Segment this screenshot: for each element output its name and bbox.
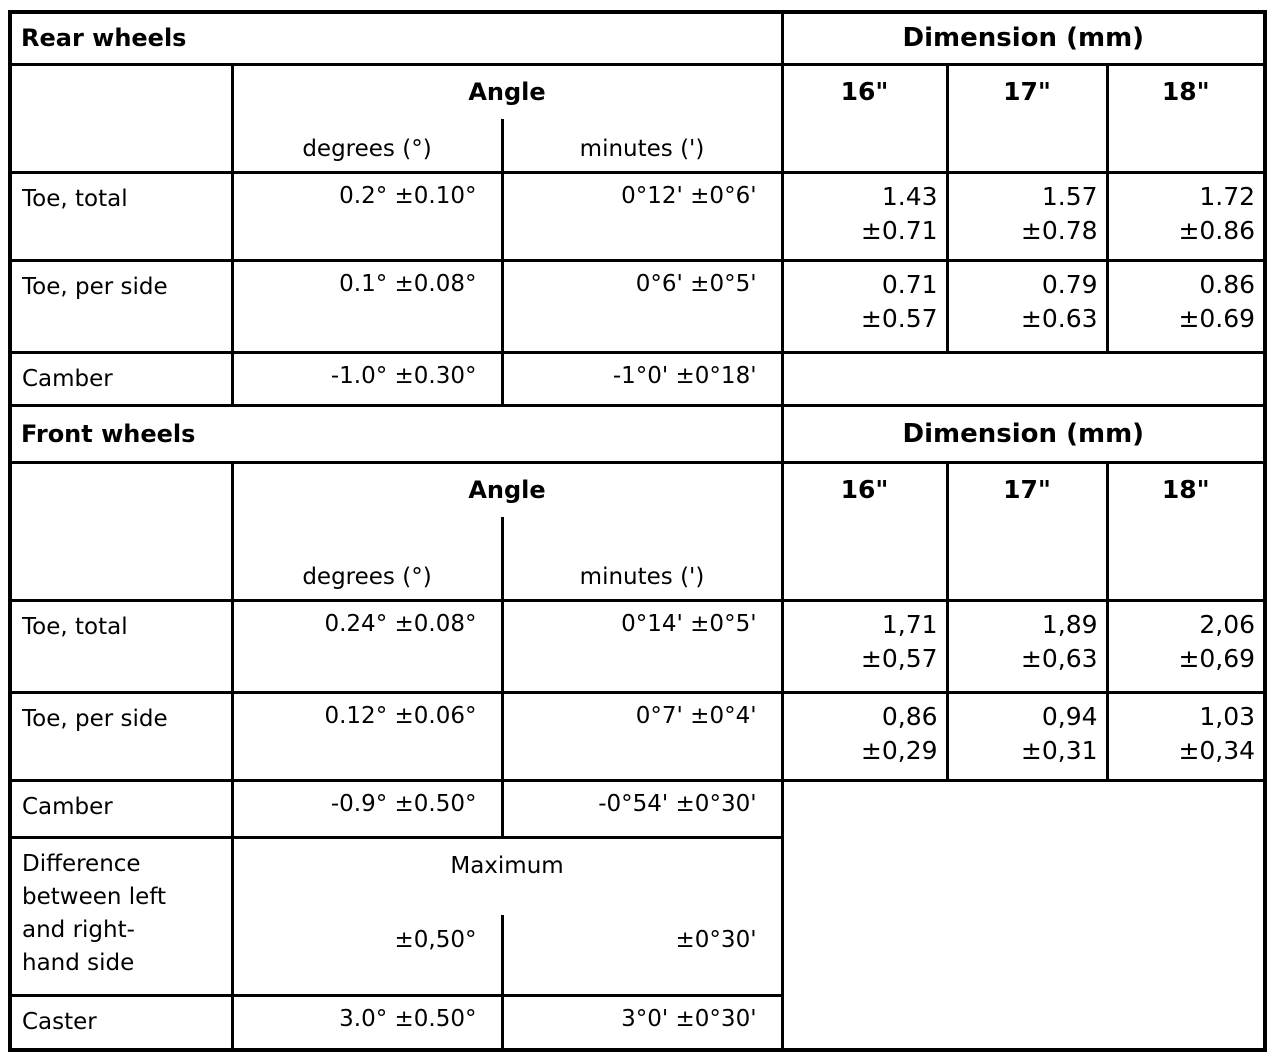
angle-minutes-value: 0°14' ±0°5' (500, 598, 784, 694)
front-row-caster: Caster 3.0° ±0.50° 3°0' ±0°30' (8, 993, 1265, 1052)
row-label: Camber (8, 778, 234, 839)
row-label: Toe, total (8, 170, 234, 262)
angle-degrees-value: 0.12° ±0.06° (230, 690, 504, 782)
row-label: Toe, total (8, 598, 234, 694)
angle-degrees-value: 3.0° ±0.50° (230, 993, 504, 1052)
dimension-value-18: 1,03 ±0,34 (1105, 690, 1267, 782)
rear-minutes-header: minutes (') (500, 119, 784, 174)
difference-minutes-value: ±0°30' (500, 915, 784, 997)
front-angle-header: Angle (230, 460, 784, 517)
front-row-difference-values: ±0,50° ±0°30' (10, 915, 1265, 997)
front-row-toe-per-side: Toe, per side 0.12° ±0.06° 0°7' ±0°4' 0,… (8, 690, 1267, 782)
front-row-camber: Camber -0.9° ±0.50° -0°54' ±0°30' (8, 778, 1267, 1052)
front-minutes-header: minutes (') (500, 517, 784, 602)
rear-size-header-16: 16" (780, 62, 949, 174)
front-corner-empty-cell (8, 460, 234, 602)
rear-size-header-18: 18" (1105, 62, 1267, 174)
dimension-value-17: 1.57 ±0.78 (945, 170, 1109, 262)
front-degrees-header: degrees (°) (230, 517, 504, 602)
front-lower-dimension-empty-cell (780, 778, 1267, 1052)
row-label: Caster (8, 993, 234, 1052)
rear-angle-header: Angle (230, 62, 784, 119)
dimension-value-18: 0.86 ±0.69 (1105, 258, 1267, 354)
angle-minutes-value: 3°0' ±0°30' (500, 993, 784, 1052)
dimension-value-18: 2,06 ±0,69 (1105, 598, 1267, 694)
rear-corner-empty-cell (8, 62, 234, 174)
angle-degrees-value: 0.24° ±0.08° (230, 598, 504, 694)
front-row-difference: Difference between left and right- hand … (8, 835, 1265, 997)
angle-degrees-value: -1.0° ±0.30° (230, 350, 504, 407)
dimension-value-16: 0.71 ±0.57 (780, 258, 949, 354)
front-size-header-17: 17" (945, 460, 1109, 602)
difference-degrees-value: ±0,50° (230, 915, 504, 997)
rear-degrees-header: degrees (°) (230, 119, 504, 174)
rear-camber-dimension-empty-cell (780, 350, 1267, 407)
rear-row-toe-per-side: Toe, per side 0.1° ±0.08° 0°6' ±0°5' 0.7… (8, 258, 1267, 354)
angle-minutes-value: 0°12' ±0°6' (500, 170, 784, 262)
wheel-alignment-table: Rear wheels Dimension (mm) Angle 16" 17"… (8, 10, 1268, 1052)
row-label: Camber (8, 350, 234, 407)
maximum-header: Maximum (230, 835, 784, 915)
dimension-value-16: 0,86 ±0,29 (780, 690, 949, 782)
rear-dimension-header: Dimension (mm) (780, 10, 1267, 66)
front-dimension-header: Dimension (mm) (780, 403, 1267, 464)
angle-minutes-value: -0°54' ±0°30' (500, 778, 784, 839)
front-row-toe-total: Toe, total 0.24° ±0.08° 0°14' ±0°5' 1,71… (8, 598, 1267, 694)
row-label: Toe, per side (8, 258, 234, 354)
dimension-value-16: 1,71 ±0,57 (780, 598, 949, 694)
front-size-header-16: 16" (780, 460, 949, 602)
rear-row-camber: Camber -1.0° ±0.30° -1°0' ±0°18' (8, 350, 1267, 407)
angle-degrees-value: 0.2° ±0.10° (230, 170, 504, 262)
front-size-header-18: 18" (1105, 460, 1267, 602)
angle-minutes-value: 0°6' ±0°5' (500, 258, 784, 354)
dimension-value-16: 1.43 ±0.71 (780, 170, 949, 262)
rear-row-toe-total: Toe, total 0.2° ±0.10° 0°12' ±0°6' 1.43 … (8, 170, 1267, 262)
rear-size-header-17: 17" (945, 62, 1109, 174)
row-label: Toe, per side (8, 690, 234, 782)
dimension-value-17: 0,94 ±0,31 (945, 690, 1109, 782)
rear-section-header: Rear wheels (8, 10, 784, 66)
angle-minutes-value: 0°7' ±0°4' (500, 690, 784, 782)
row-label: Difference between left and right- hand … (8, 835, 234, 997)
angle-degrees-value: -0.9° ±0.50° (230, 778, 504, 839)
dimension-value-17: 1,89 ±0,63 (945, 598, 1109, 694)
dimension-value-17: 0.79 ±0.63 (945, 258, 1109, 354)
dimension-value-18: 1.72 ±0.86 (1105, 170, 1267, 262)
angle-degrees-value: 0.1° ±0.08° (230, 258, 504, 354)
front-section-header: Front wheels (8, 403, 784, 464)
angle-minutes-value: -1°0' ±0°18' (500, 350, 784, 407)
